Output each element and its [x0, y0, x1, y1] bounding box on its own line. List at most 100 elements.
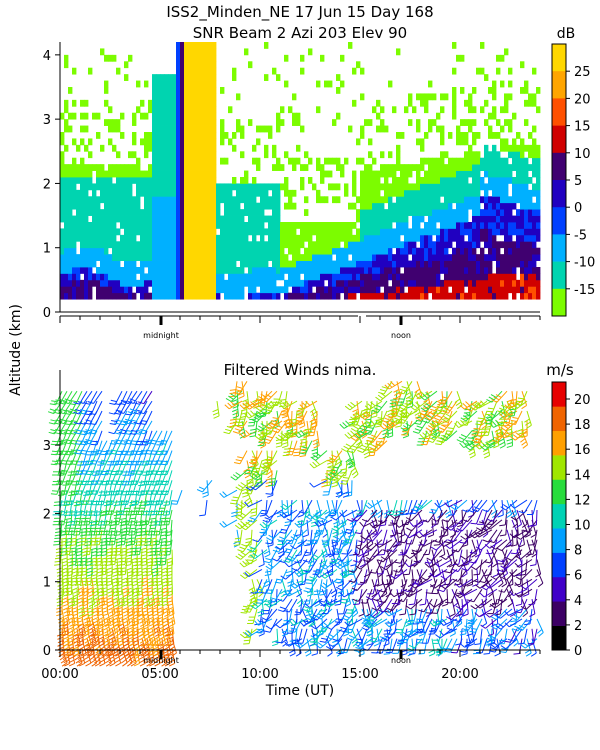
snr-cell [132, 170, 137, 178]
snr-cell [484, 144, 489, 152]
snr-cell [136, 157, 141, 165]
snr-cell [376, 189, 381, 197]
wind-barb-flag [109, 402, 116, 405]
snr-cell [128, 286, 133, 294]
wind-barb-flag [79, 537, 86, 540]
snr-cell [448, 222, 453, 229]
wind-barb-flag [62, 580, 69, 584]
snr-cell [468, 202, 473, 210]
wind-barb-flag [103, 653, 109, 658]
snr-cell [88, 196, 93, 204]
wind-barb-flag [55, 483, 62, 485]
snr-cell [492, 189, 497, 197]
snr-cell [432, 279, 437, 287]
wind-barb [66, 490, 78, 505]
snr-cell [88, 202, 93, 210]
wind-barb [71, 599, 79, 617]
snr-cell [424, 267, 429, 274]
snr-cell [468, 164, 473, 171]
snr-cell [412, 209, 417, 216]
snr-cell [380, 125, 385, 133]
snr-cell [248, 119, 253, 126]
snr-cell [500, 164, 505, 171]
snr-cell [492, 222, 497, 229]
snr-cell [504, 222, 509, 229]
snr-cell [324, 267, 329, 274]
wind-barb-flag [108, 544, 115, 546]
snr-cell [204, 170, 209, 178]
wind-barb-flag [102, 633, 109, 637]
snr-cell [200, 202, 205, 210]
snr-cell [380, 234, 385, 242]
snr-cell [188, 241, 193, 249]
snr-cell [368, 286, 373, 294]
snr-cell [448, 267, 453, 274]
snr-cell [416, 260, 421, 268]
snr-cell [404, 292, 409, 300]
snr-cell [364, 222, 369, 229]
snr-cell [176, 286, 181, 294]
snr-cell [180, 119, 185, 126]
snr-cell [452, 254, 457, 261]
wind-barb-flag [95, 547, 102, 550]
snr-cell [388, 164, 393, 171]
wind-barb-flag [110, 399, 117, 403]
snr-cell [204, 144, 209, 152]
wind-barb-flag [129, 501, 136, 504]
wind-barb-shaft [77, 480, 83, 495]
wind-barb-shaft [70, 470, 78, 485]
snr-y-tick-label: 0 [43, 306, 51, 321]
snr-cell [420, 234, 425, 242]
snr-cell [528, 260, 533, 268]
snr-cell [68, 164, 73, 171]
snr-cell [64, 222, 69, 229]
snr-cell [184, 196, 189, 204]
wind-barb-flag [72, 570, 79, 574]
snr-cell [368, 228, 373, 236]
wind-barb-shaft [79, 490, 83, 506]
snr-cell [120, 189, 125, 197]
wind-barb [65, 470, 78, 485]
snr-cell [140, 254, 145, 261]
snr-cell [340, 222, 345, 229]
snr-colorbar-swatch [552, 234, 566, 262]
wind-barb-flag [87, 587, 94, 591]
snr-cell [408, 260, 413, 268]
snr-cell [520, 234, 525, 242]
wind-barb-flag [62, 597, 68, 601]
snr-cell [104, 228, 109, 236]
snr-cell [368, 164, 373, 171]
snr-cell [200, 157, 205, 165]
snr-cell [532, 222, 537, 229]
snr-cell [532, 138, 537, 146]
snr-cell [436, 157, 441, 165]
wind-barb-flag [115, 632, 122, 637]
snr-cell [168, 125, 173, 133]
snr-cell [416, 267, 421, 274]
snr-cell [184, 222, 189, 229]
snr-cell [80, 138, 85, 146]
snr-cell [144, 215, 149, 223]
snr-cell [152, 157, 157, 165]
snr-cell [160, 151, 165, 159]
snr-cell [144, 292, 149, 300]
snr-cell [108, 164, 113, 171]
wind-barb-flag [85, 580, 92, 583]
wind-barb [73, 490, 83, 507]
snr-cell [112, 196, 117, 204]
snr-cell [152, 209, 157, 216]
snr-cell [492, 286, 497, 294]
snr-cell [536, 209, 541, 216]
snr-cell [380, 247, 385, 255]
snr-cell [492, 132, 497, 139]
snr-cell [528, 241, 533, 249]
snr-cell [144, 170, 149, 178]
wind-barb-flag [111, 567, 118, 571]
snr-cell [336, 87, 341, 94]
snr-cell [136, 222, 141, 229]
snr-cell [412, 279, 417, 287]
snr-cell [96, 132, 101, 139]
snr-cell [456, 183, 461, 191]
snr-cell [472, 164, 477, 171]
snr-cell [184, 132, 189, 139]
